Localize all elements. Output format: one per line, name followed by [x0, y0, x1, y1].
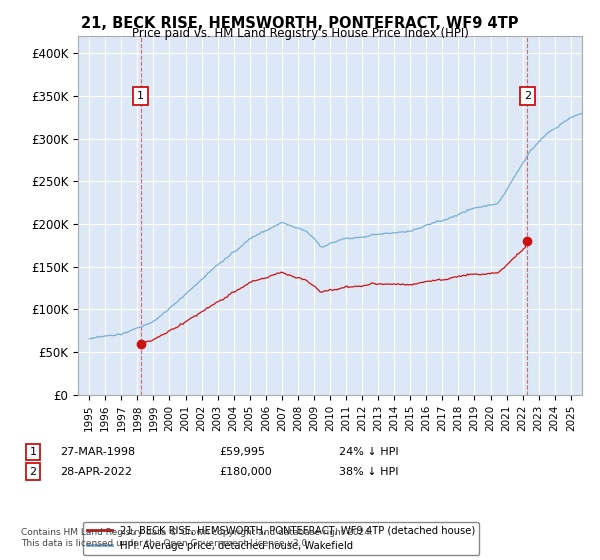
Text: 2: 2: [29, 466, 37, 477]
Text: 28-APR-2022: 28-APR-2022: [60, 466, 132, 477]
Text: 1: 1: [29, 447, 37, 457]
Text: 38% ↓ HPI: 38% ↓ HPI: [339, 466, 398, 477]
Legend: 21, BECK RISE, HEMSWORTH, PONTEFRACT, WF9 4TP (detached house), HPI: Average pri: 21, BECK RISE, HEMSWORTH, PONTEFRACT, WF…: [83, 522, 479, 554]
Text: 24% ↓ HPI: 24% ↓ HPI: [339, 447, 398, 457]
Text: 1: 1: [137, 91, 144, 101]
Text: Price paid vs. HM Land Registry's House Price Index (HPI): Price paid vs. HM Land Registry's House …: [131, 27, 469, 40]
Text: £180,000: £180,000: [219, 466, 272, 477]
Text: £59,995: £59,995: [219, 447, 265, 457]
Text: 21, BECK RISE, HEMSWORTH, PONTEFRACT, WF9 4TP: 21, BECK RISE, HEMSWORTH, PONTEFRACT, WF…: [81, 16, 519, 31]
Text: 2: 2: [524, 91, 531, 101]
Text: Contains HM Land Registry data © Crown copyright and database right 2024.
This d: Contains HM Land Registry data © Crown c…: [21, 528, 373, 548]
Text: 27-MAR-1998: 27-MAR-1998: [60, 447, 135, 457]
